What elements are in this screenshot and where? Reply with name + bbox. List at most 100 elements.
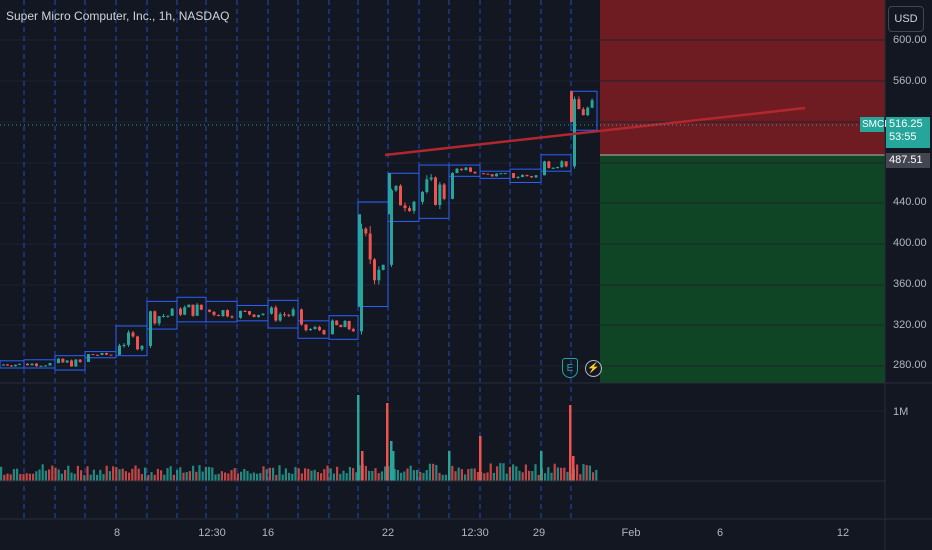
candle-body — [162, 315, 165, 317]
candle-body — [6, 364, 9, 366]
volume-bar — [35, 471, 38, 481]
candle-body — [291, 309, 295, 316]
volume-bar — [339, 473, 342, 481]
volume-bar — [201, 471, 204, 481]
candle-body — [556, 167, 559, 169]
earnings-icon[interactable]: E — [562, 358, 578, 378]
candle-body — [65, 360, 69, 363]
candle-body — [157, 316, 161, 324]
volume-bar — [588, 465, 591, 481]
candle-body — [96, 354, 99, 356]
time-label: 12 — [836, 527, 850, 539]
volume-bar — [320, 473, 323, 481]
volume-bar — [451, 465, 454, 481]
volume-bar — [479, 436, 482, 481]
candle-body — [390, 190, 393, 265]
volume-bar — [256, 473, 259, 481]
candle-body — [309, 328, 312, 331]
volume-bar — [185, 472, 188, 481]
candle-body — [530, 176, 533, 178]
candle-body — [2, 364, 5, 366]
volume-bar — [505, 473, 508, 481]
volume-bars — [0, 395, 598, 481]
volume-bar — [560, 467, 563, 481]
volume-bar — [304, 468, 307, 481]
candle-body — [534, 175, 538, 178]
volume-bar — [19, 473, 22, 481]
volume-bar — [131, 468, 134, 481]
candle-body — [425, 179, 429, 192]
symbol-title[interactable]: Super Micro Computer, Inc., 1h, NASDAQ — [6, 9, 230, 23]
volume-bar — [38, 469, 41, 481]
candle-body — [226, 310, 229, 317]
candle-body — [358, 214, 361, 307]
volume-bar — [316, 472, 319, 481]
volume-bar — [163, 474, 166, 481]
volume-bar — [265, 469, 268, 481]
volume-bar — [441, 474, 444, 481]
candle-body — [257, 314, 260, 318]
stop-loss-zone[interactable] — [600, 0, 885, 155]
volume-bar — [268, 467, 271, 481]
volume-bar — [96, 474, 99, 481]
volume-bar — [41, 464, 44, 481]
volume-bar — [403, 471, 406, 481]
price-label: 560.00 — [893, 75, 927, 87]
volume-bar — [70, 472, 73, 481]
candle-body — [70, 360, 73, 367]
volume-bar — [236, 473, 239, 481]
bar-countdown: 53:55 — [889, 131, 917, 143]
candle-body — [381, 264, 385, 270]
time-label: 16 — [261, 527, 275, 539]
volume-bar — [76, 465, 79, 481]
candle-body — [87, 354, 90, 362]
candle-body — [429, 177, 433, 180]
candle-body — [412, 201, 416, 211]
volume-bar — [230, 470, 233, 481]
split-icon[interactable]: ⚡ — [585, 360, 602, 377]
volume-bar — [246, 470, 249, 481]
range-boxes[interactable] — [0, 90, 598, 371]
volume-bar — [323, 469, 326, 481]
volume-bar — [288, 472, 291, 481]
candle-body — [503, 173, 507, 175]
volume-bar — [169, 466, 172, 481]
candle-body — [179, 308, 182, 315]
price-label: 280.00 — [893, 359, 927, 371]
candle-body — [455, 168, 459, 173]
candle-body — [239, 310, 242, 318]
volume-bar — [454, 471, 457, 481]
target-zone[interactable] — [600, 155, 885, 383]
candle-body — [335, 320, 339, 326]
volume-bar — [416, 469, 419, 481]
candle-body — [516, 177, 520, 179]
volume-bar — [483, 473, 486, 481]
candle-body — [403, 205, 407, 209]
candle-body — [300, 309, 303, 325]
price-label: 440.00 — [893, 196, 927, 208]
volume-bar — [444, 474, 447, 481]
candle-body — [581, 109, 585, 116]
volume-bar — [188, 471, 191, 481]
candle-body — [577, 99, 581, 110]
session-dividers — [23, 0, 572, 519]
time-label: Feb — [621, 527, 641, 539]
volume-bar — [51, 465, 54, 481]
candle-body — [434, 177, 437, 205]
volume-bar — [208, 466, 211, 481]
volume-bar — [352, 468, 355, 481]
currency-button[interactable]: USD — [888, 6, 924, 32]
volume-bar — [460, 469, 463, 481]
volume-bar — [147, 474, 150, 481]
candle-body — [270, 307, 273, 314]
volume-bar — [217, 473, 220, 481]
volume-bar — [134, 465, 137, 481]
candle-body — [525, 174, 529, 177]
candle-body — [212, 311, 216, 315]
volume-bar — [473, 468, 476, 481]
trendline[interactable] — [384, 106, 806, 157]
volume-bar — [348, 466, 351, 481]
candle-body — [187, 304, 191, 308]
volume-bar — [83, 474, 86, 481]
